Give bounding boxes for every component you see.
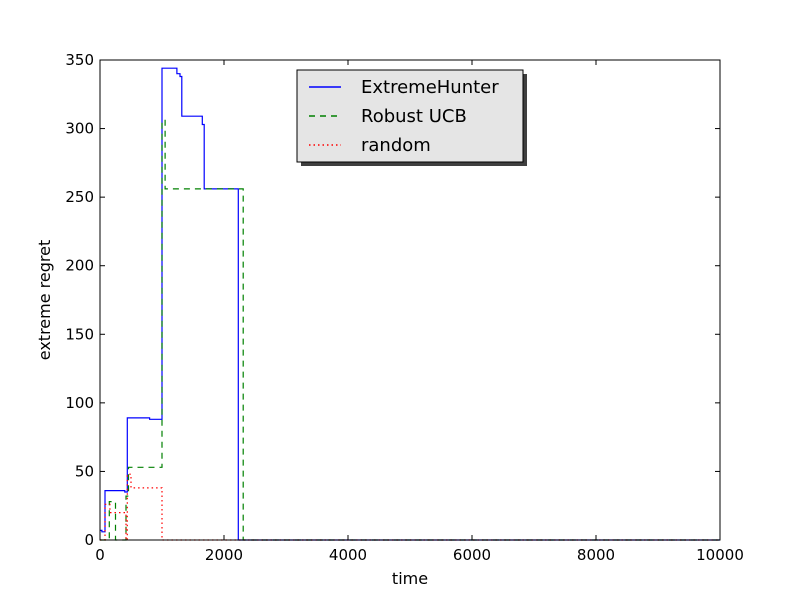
y-tick-label: 50 <box>75 462 94 480</box>
x-tick-label: 8000 <box>577 546 615 564</box>
y-tick-label: 200 <box>65 257 94 275</box>
y-tick-label: 300 <box>65 120 94 138</box>
x-tick-label: 6000 <box>453 546 491 564</box>
x-tick-label: 2000 <box>205 546 243 564</box>
y-tick-label: 100 <box>65 394 94 412</box>
x-tick-label: 10000 <box>696 546 744 564</box>
y-tick-label: 0 <box>84 531 94 549</box>
x-tick-label: 4000 <box>329 546 367 564</box>
x-tick-label: 0 <box>95 546 105 564</box>
series-line-random <box>100 473 720 541</box>
y-tick-label: 350 <box>65 51 94 69</box>
legend-label: ExtremeHunter <box>361 77 499 98</box>
y-tick-label: 250 <box>65 188 94 206</box>
x-axis-label: time <box>392 569 428 588</box>
axes-frame <box>99 59 721 541</box>
legend-label: random <box>361 135 431 156</box>
legend-label: Robust UCB <box>361 106 467 127</box>
legend: ExtremeHunter Robust UCB random <box>296 69 527 166</box>
plot-area <box>100 67 720 541</box>
series-line-extremehunter <box>100 67 720 541</box>
axis-ticks: 0 2000 4000 6000 8000 10000 0 50 100 150 200 250 300… <box>65 51 744 564</box>
y-tick-label: 150 <box>65 325 94 343</box>
y-axis-label: extreme regret <box>35 240 54 360</box>
